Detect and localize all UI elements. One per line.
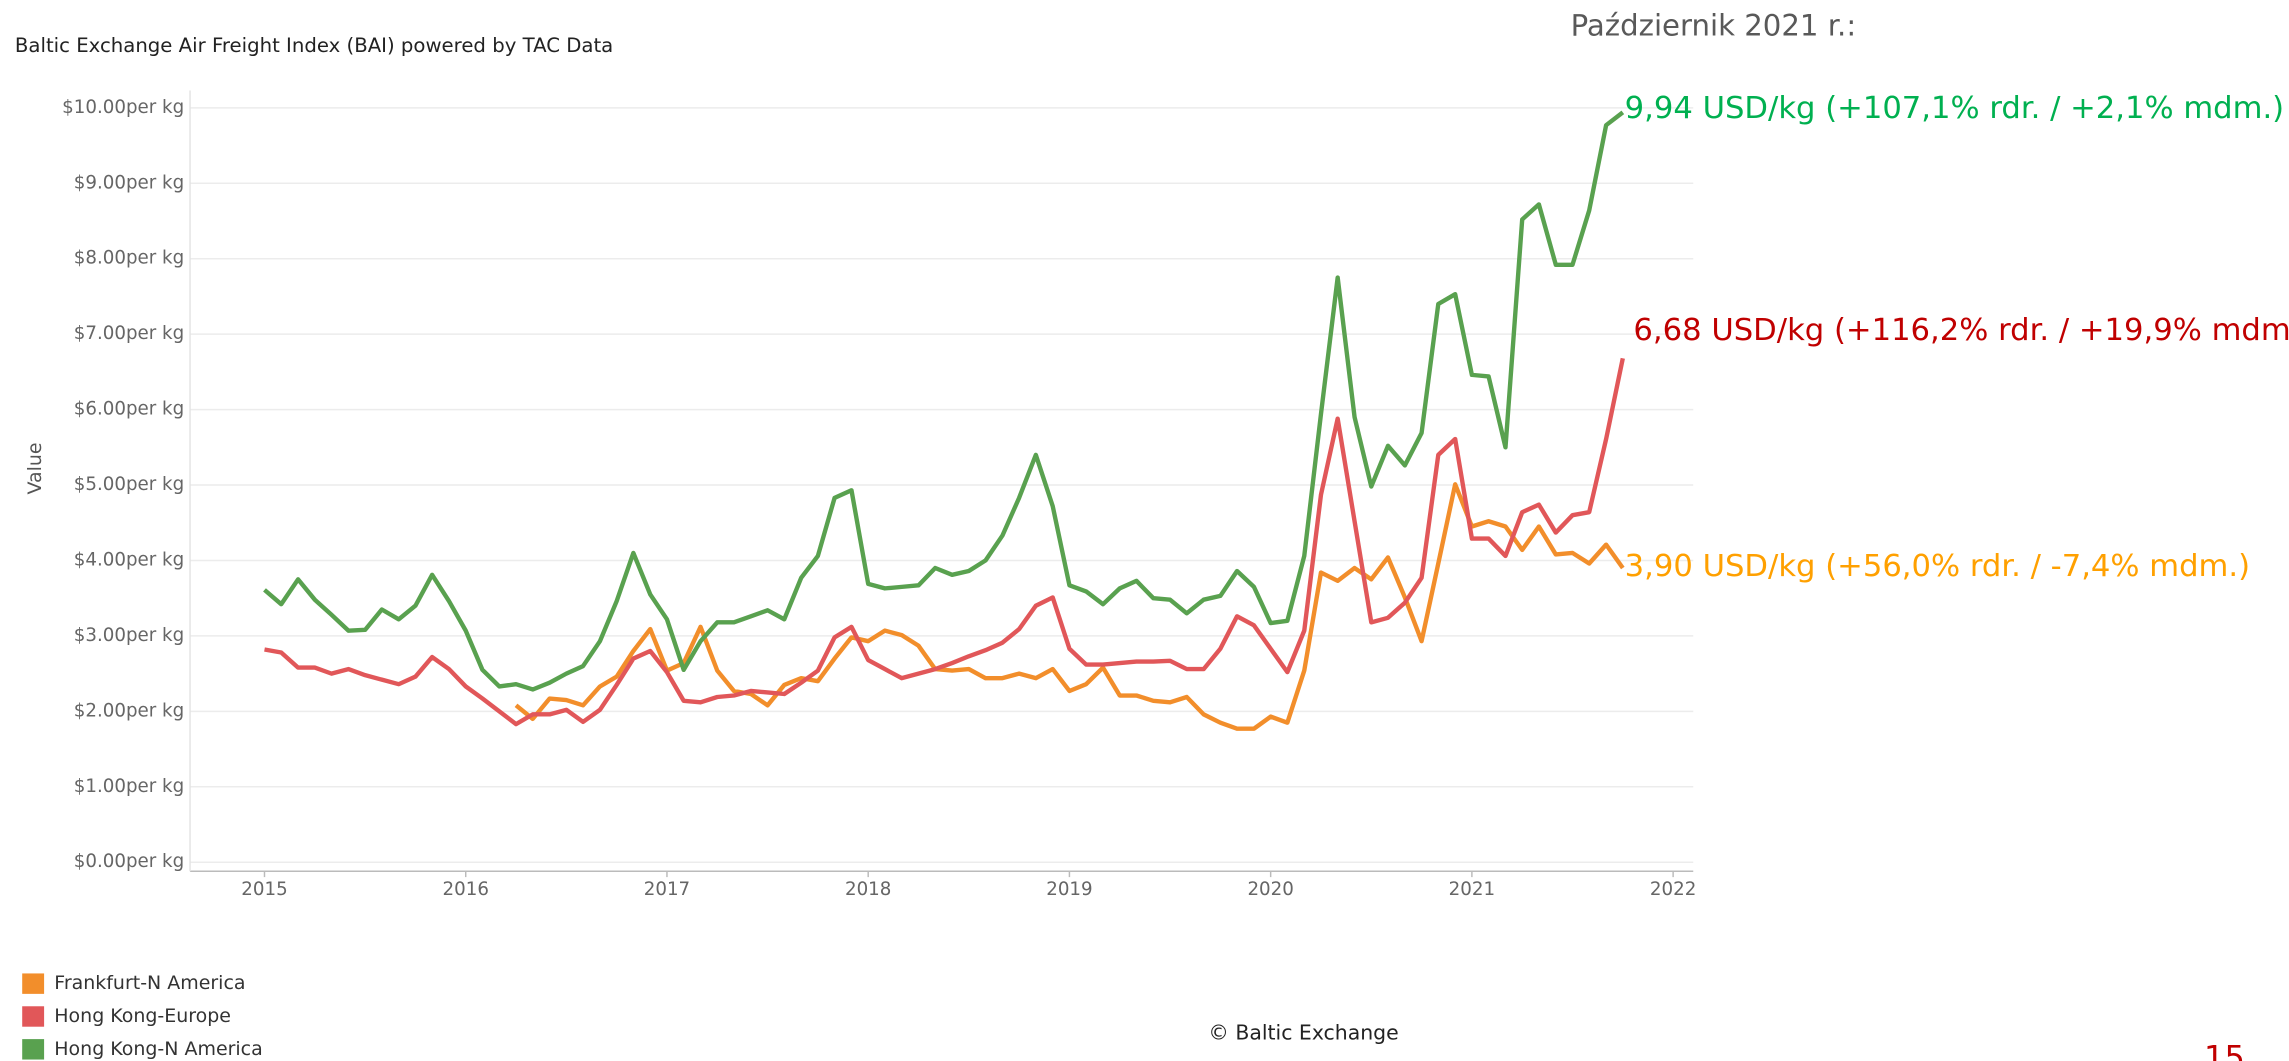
annotation: 3,90 USD/kg (+56,0% rdr. / -7,4% mdm.) [1625, 549, 2250, 584]
y-tick-label: $7.00per kg [74, 323, 184, 344]
x-tick-label: 2022 [1650, 879, 1696, 900]
annotation: 6,68 USD/kg (+116,2% rdr. / +19,9% mdm.) [1633, 313, 2289, 348]
series-line [264, 357, 1625, 727]
y-tick-label: $2.00per kg [74, 700, 184, 721]
footer: © Baltic Exchange [1208, 1020, 1398, 1044]
series-line [263, 110, 1625, 692]
y-tick-label: $1.00per kg [74, 776, 184, 797]
x-tick-label: 2019 [1046, 879, 1092, 900]
x-tick-label: 2015 [241, 879, 287, 900]
x-tick-label: 2016 [443, 879, 489, 900]
legend-swatch [22, 1006, 45, 1027]
x-tick-label: 2021 [1449, 879, 1495, 900]
y-axis-label: Value [24, 442, 46, 494]
legend-swatch [22, 1039, 45, 1060]
y-tick-label: $10.00per kg [62, 97, 184, 118]
legend-label: Hong Kong-Europe [54, 1005, 231, 1027]
annotation: 9,94 USD/kg (+107,1% rdr. / +2,1% mdm.) [1625, 91, 2284, 126]
x-tick-label: 2018 [845, 879, 891, 900]
y-tick-label: $4.00per kg [74, 549, 184, 570]
y-tick-label: $9.00per kg [74, 172, 184, 193]
chart-title: Baltic Exchange Air Freight Index (BAI) … [15, 34, 613, 57]
legend-label: Hong Kong-N America [54, 1038, 262, 1060]
y-tick-label: $0.00per kg [74, 851, 184, 872]
legend-label: Frankfurt-N America [54, 972, 245, 994]
y-tick-label: $6.00per kg [74, 399, 184, 420]
heading: Październik 2021 r.: [1571, 9, 1857, 43]
x-tick-label: 2020 [1247, 879, 1293, 900]
y-tick-label: $5.00per kg [74, 474, 184, 495]
page-number: 15 [2204, 1039, 2245, 1061]
y-tick-label: $8.00per kg [74, 248, 184, 269]
x-tick-label: 2017 [644, 879, 690, 900]
y-tick-label: $3.00per kg [74, 625, 184, 646]
legend-swatch [22, 973, 45, 994]
series-line [514, 482, 1625, 731]
